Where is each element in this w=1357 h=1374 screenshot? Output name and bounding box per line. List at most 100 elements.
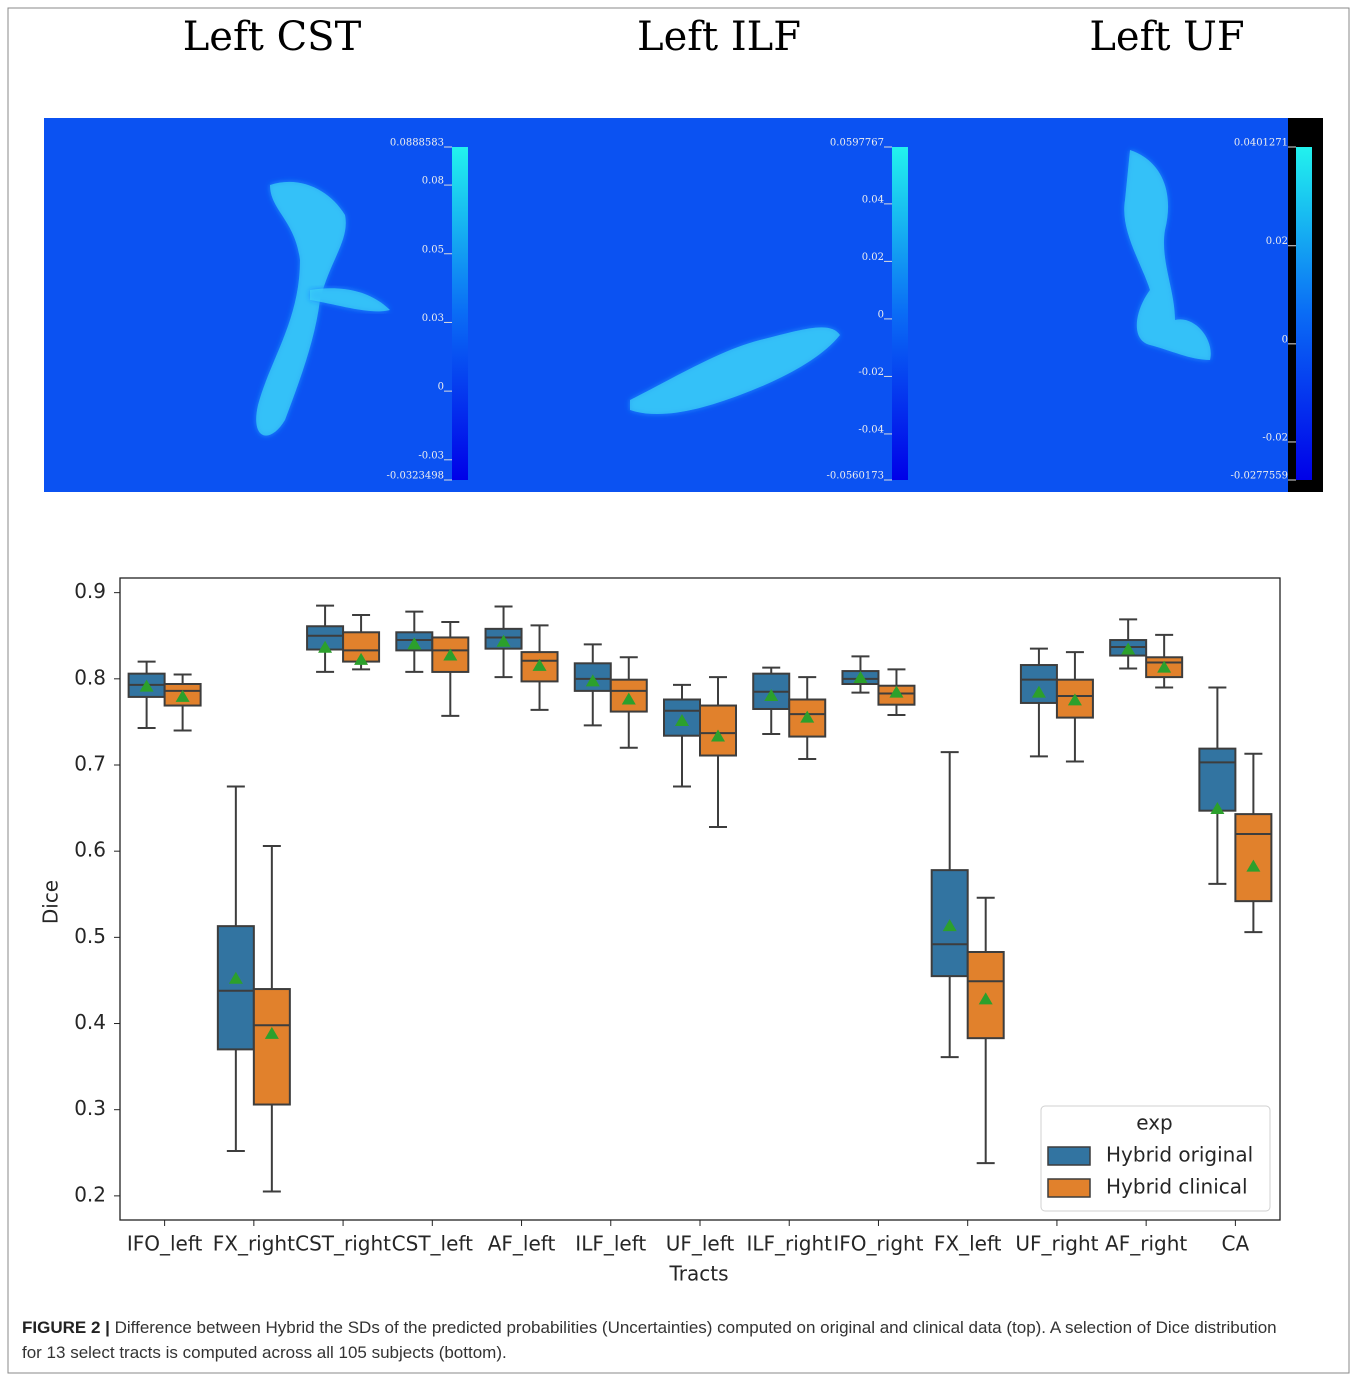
x-tick-label: IFO_right	[833, 1232, 923, 1256]
colorbar-tick-label: 0.0597767	[830, 138, 884, 149]
x-tick-label: UF_right	[1015, 1232, 1098, 1256]
box	[841, 655, 880, 694]
box-body	[966, 950, 1005, 1040]
colorbar-tick-label: 0	[438, 382, 444, 393]
box-body	[1019, 664, 1058, 704]
mean-marker	[1067, 693, 1082, 706]
mean-marker	[978, 992, 993, 1005]
y-tick-label: 0.8	[74, 665, 106, 689]
x-axis-label: Tracts	[668, 1262, 728, 1286]
mean-marker	[139, 679, 154, 692]
colorbar-tick-label: 0.02	[862, 252, 884, 263]
legend-swatch	[1047, 1178, 1091, 1198]
mean-marker	[532, 658, 547, 671]
mean-marker	[1157, 660, 1172, 673]
box	[484, 605, 523, 679]
mean-marker	[264, 1026, 279, 1039]
x-tick-label: AF_right	[1105, 1232, 1187, 1256]
box	[216, 785, 255, 1153]
box-body	[252, 988, 291, 1106]
x-tick-label: AF_left	[488, 1232, 556, 1256]
mean-marker	[889, 685, 904, 698]
colorbar-tick-label: -0.0560173	[827, 471, 884, 482]
heatmap-blob	[1124, 150, 1211, 360]
box-body	[1198, 747, 1237, 812]
y-tick-label: 0.4	[74, 1010, 106, 1034]
mean-marker	[1210, 801, 1225, 814]
colorbar	[892, 147, 908, 480]
box	[930, 751, 969, 1059]
mean-marker	[800, 710, 815, 723]
colorbar-tick-label: 0.05	[422, 244, 444, 255]
box	[1234, 752, 1273, 934]
colorbar-tick-label: 0.04	[862, 194, 884, 205]
colorbar-tick-label: 0	[878, 309, 884, 320]
panel-title: Left UF	[1089, 14, 1244, 60]
panel-title: Left CST	[183, 14, 362, 60]
box	[573, 643, 612, 727]
mean-marker	[942, 919, 957, 932]
colorbar-tick-label: -0.0323498	[387, 471, 444, 482]
colorbar-tick-label: -0.03	[418, 450, 444, 461]
box	[788, 676, 827, 760]
heatmap-blob	[630, 327, 840, 415]
box	[877, 668, 916, 717]
box	[520, 624, 559, 711]
mean-marker	[496, 634, 511, 647]
y-tick-label: 0.5	[74, 924, 106, 948]
box	[1055, 651, 1094, 763]
x-tick-label: IFO_left	[127, 1232, 203, 1256]
box	[252, 845, 291, 1193]
box	[395, 610, 434, 673]
legend-label: Hybrid clinical	[1106, 1175, 1248, 1199]
heatmap-blob	[256, 181, 346, 436]
mean-marker	[675, 714, 689, 727]
colorbar-tick-label: 0.0401271	[1234, 138, 1288, 149]
box	[663, 683, 701, 788]
mean-marker	[1031, 685, 1046, 698]
mean-marker	[1121, 642, 1136, 655]
legend-box	[1040, 1105, 1271, 1212]
legend-swatch	[1047, 1146, 1091, 1166]
box	[1198, 686, 1237, 885]
box	[1109, 618, 1148, 670]
mean-marker	[853, 670, 868, 683]
box-body	[788, 698, 827, 738]
colorbar	[452, 147, 468, 480]
mean-marker	[585, 674, 600, 687]
y-axis-label: Dice	[39, 880, 63, 924]
colorbar-tick-label: -0.0277559	[1231, 471, 1288, 482]
box-body	[216, 925, 255, 1051]
box	[966, 896, 1005, 1165]
y-tick-label: 0.9	[74, 579, 106, 603]
mean-marker	[407, 637, 422, 650]
x-tick-label: CST_left	[392, 1232, 473, 1256]
box	[431, 620, 470, 717]
colorbar-tick-label: 0.02	[1266, 236, 1288, 247]
colorbar	[1296, 147, 1312, 480]
x-tick-label: FX_left	[934, 1232, 1002, 1256]
x-tick-label: UF_left	[666, 1232, 735, 1256]
caption-text: Difference between Hybrid the SDs of the…	[22, 1318, 1277, 1362]
x-tick-label: CST_right	[295, 1232, 391, 1256]
colorbar-tick-label: 0.03	[422, 313, 444, 324]
box	[609, 656, 648, 749]
colorbar-tick-label: 0.08	[422, 176, 444, 187]
box	[163, 673, 202, 732]
caption-label: FIGURE 2 |	[22, 1318, 110, 1337]
mean-marker	[443, 648, 458, 661]
box-body	[431, 636, 470, 673]
legend-title: exp	[1136, 1111, 1172, 1135]
mean-marker	[764, 689, 779, 702]
legend-label: Hybrid original	[1106, 1143, 1253, 1167]
y-tick-label: 0.2	[74, 1182, 106, 1206]
box	[127, 660, 166, 729]
y-tick-label: 0.3	[74, 1096, 106, 1120]
box	[342, 614, 381, 671]
heatmap-image	[44, 118, 483, 492]
colorbar-tick-label: -0.04	[858, 424, 884, 435]
heatmap-blob	[310, 288, 390, 312]
mean-marker	[621, 692, 636, 705]
mean-marker	[318, 640, 333, 653]
